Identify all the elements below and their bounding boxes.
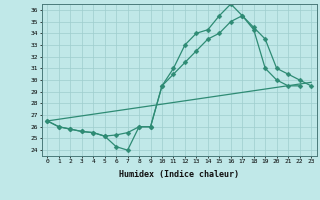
X-axis label: Humidex (Indice chaleur): Humidex (Indice chaleur) [119, 170, 239, 179]
